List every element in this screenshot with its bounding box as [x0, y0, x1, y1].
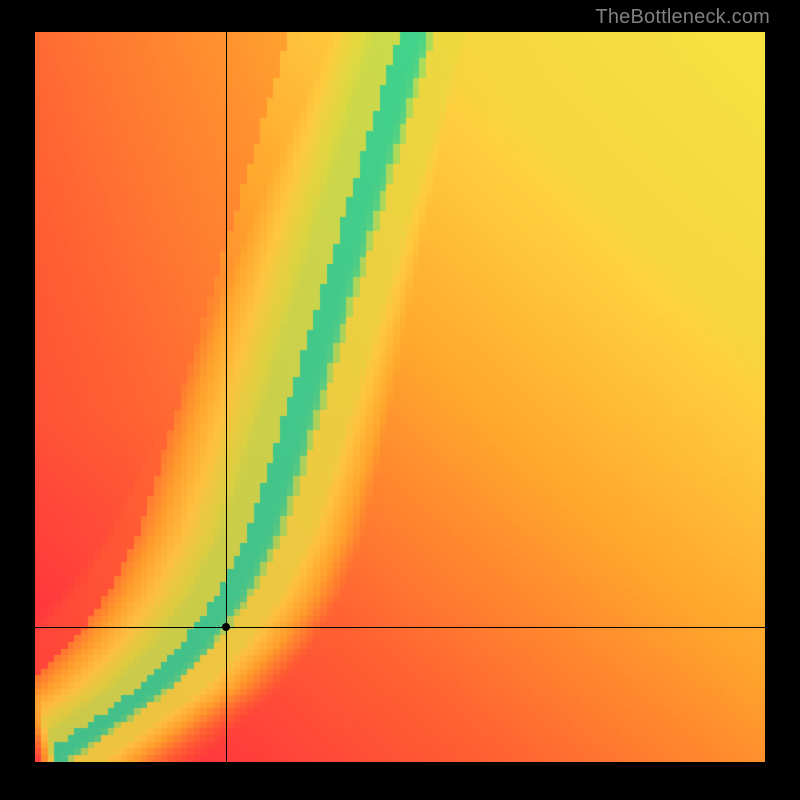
bottleneck-heatmap: [35, 32, 765, 762]
crosshair-vertical: [226, 32, 227, 762]
watermark-text: TheBottleneck.com: [595, 6, 770, 29]
crosshair-horizontal: [35, 627, 765, 628]
crosshair-marker: [222, 623, 230, 631]
